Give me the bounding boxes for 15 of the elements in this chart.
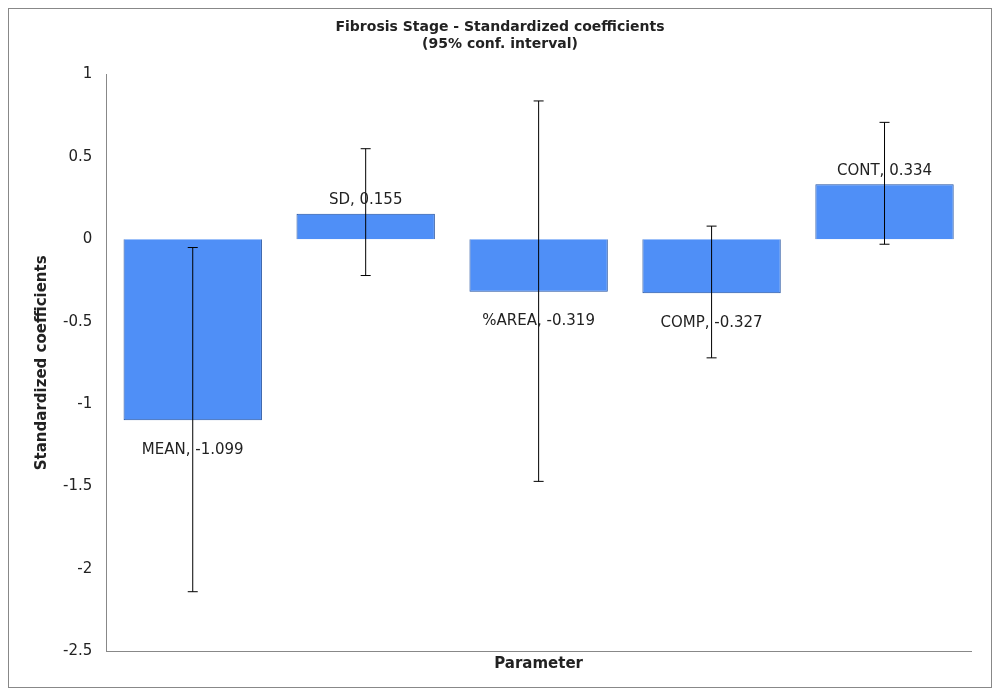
chart-title: Fibrosis Stage - Standardized coefficients	[335, 18, 665, 35]
data-label: CONT, 0.334	[836, 160, 933, 179]
x-axis-title: Parameter	[494, 653, 584, 672]
y-tick-label: -1	[77, 393, 93, 412]
y-tick-label: -0.5	[62, 311, 93, 330]
y-tick-label: 1	[82, 64, 93, 83]
y-tick-label: -2.5	[62, 640, 93, 659]
y-tick-label: -1.5	[62, 476, 93, 495]
y-tick-label: -2	[77, 558, 93, 577]
data-label: MEAN, -1.099	[141, 439, 244, 458]
y-axis-title: Standardized coefficients	[31, 255, 50, 471]
y-tick-label: 0	[82, 229, 93, 248]
y-tick-label: 0.5	[68, 146, 93, 165]
chart-subtitle: (95% conf. interval)	[422, 34, 578, 51]
data-label: COMP, -0.327	[660, 312, 763, 331]
